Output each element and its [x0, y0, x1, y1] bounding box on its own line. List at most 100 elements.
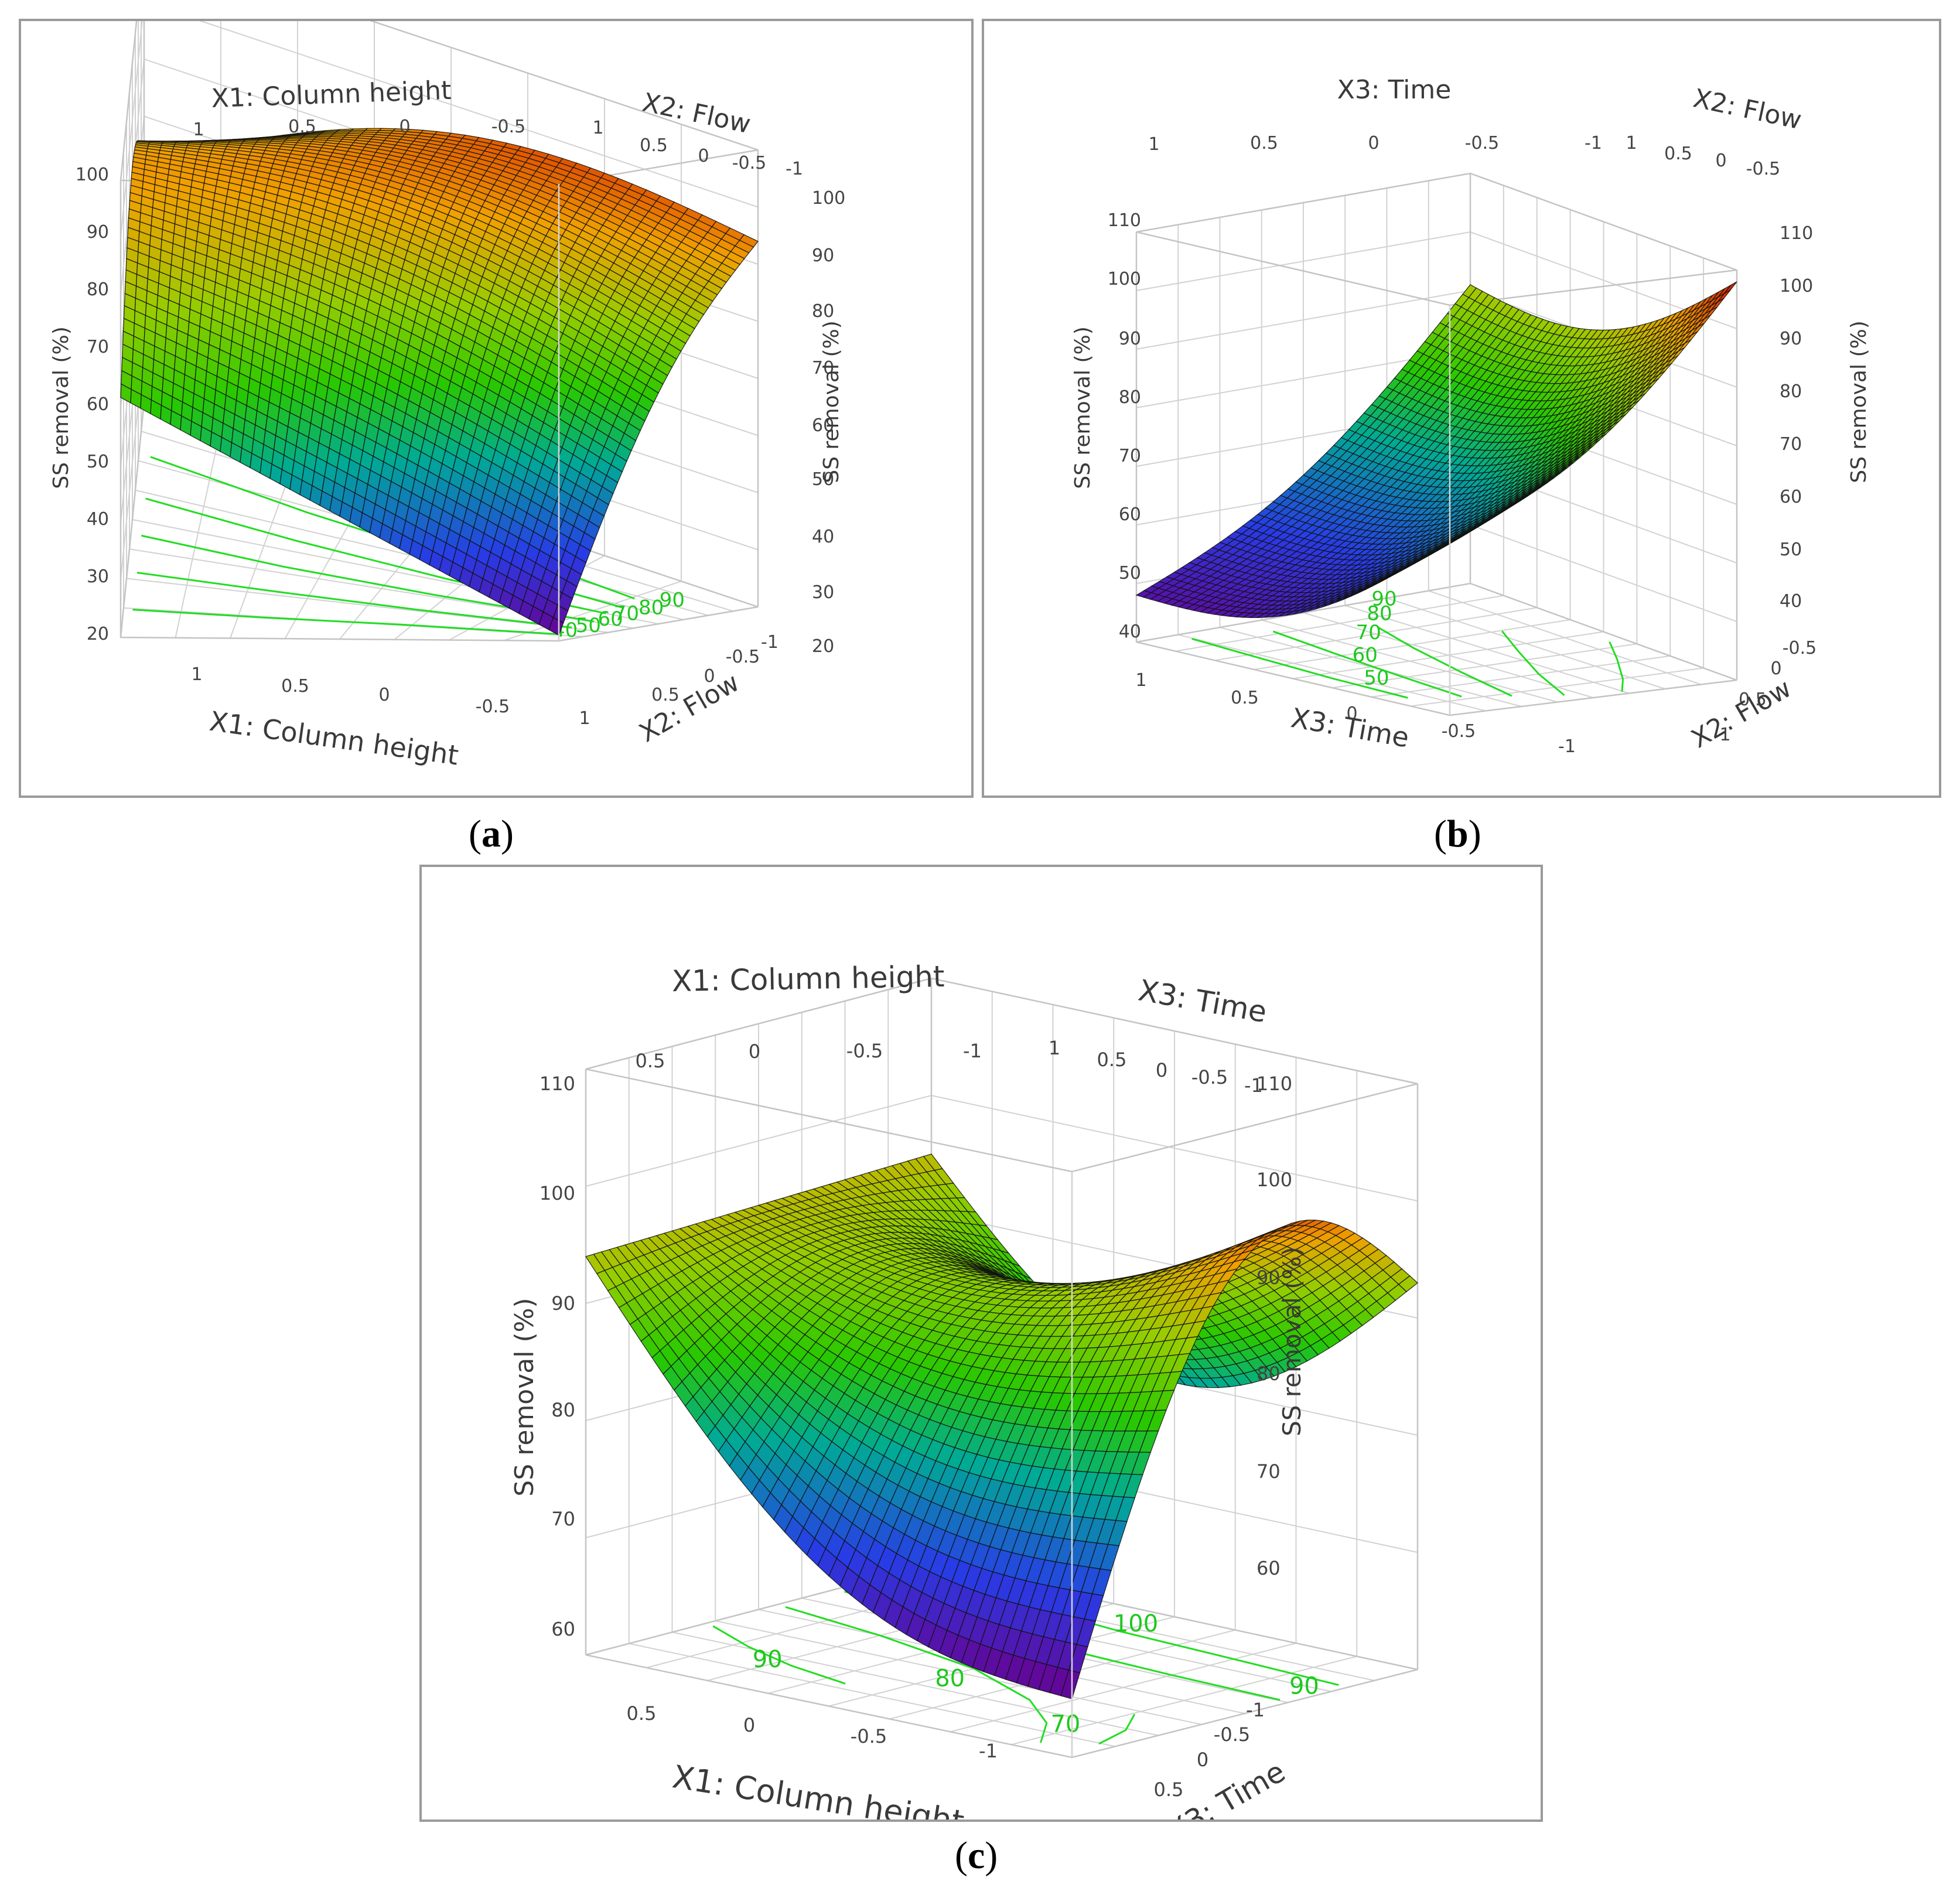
y-axis-title-bottom: X2: Flow [1686, 674, 1797, 755]
y-bottom-tick: 0 [1770, 658, 1781, 679]
z-left-tick: 40 [87, 509, 109, 530]
contour-label: 80 [638, 596, 664, 620]
contour-line [1609, 641, 1624, 692]
y-top-tick: 0 [1715, 151, 1726, 171]
axis-ticks: 1 0.5 0 -0.5 -1 10.5 0 -0.510.50-0.5-1-0.500.51… [1108, 133, 1817, 757]
caption-b: (b) [1434, 813, 1481, 855]
z-left-tick: 70 [1119, 446, 1141, 466]
y-top-tick: 1 [1626, 133, 1637, 153]
y-bottom-tick: -0.5 [726, 647, 760, 667]
contour-line [132, 609, 559, 636]
y-bottom-tick: 1 [1719, 725, 1730, 745]
y-bottom-tick: 1 [579, 708, 590, 729]
contour-label: 90 [1289, 1672, 1319, 1699]
x-axis-title-bottom: X1: Column height [207, 705, 460, 772]
z-right-tick: 60 [812, 415, 834, 436]
contour-line [712, 1625, 846, 1685]
contour-label: 100 [1114, 1610, 1158, 1637]
y-bottom-tick: -0.5 [1783, 638, 1817, 658]
x-bottom-tick: 1 [191, 664, 202, 685]
z-right-tick: 90 [812, 245, 834, 266]
y-axis-title-bottom: X2: Flow [634, 668, 745, 749]
z-right-tick: 20 [812, 636, 834, 657]
caption-b-letter: b [1446, 813, 1469, 855]
z-right-tick: 110 [1780, 223, 1813, 244]
y-bottom-tick: 0.5 [1739, 689, 1767, 710]
x-top-tick: -1 [1585, 133, 1602, 153]
z-right-tick: 50 [1780, 540, 1802, 560]
z-axis-title-right: SS removal (%) [819, 320, 844, 483]
z-left-tick: 40 [1119, 622, 1141, 642]
z-left-tick: 80 [87, 279, 109, 300]
response-surface [1135, 281, 1737, 618]
z-left-tick: 60 [87, 394, 109, 415]
x-top-tick: 1 [193, 120, 204, 140]
contour-label: 70 [1050, 1711, 1080, 1737]
caption-a-letter: a [481, 813, 501, 855]
z-right-tick: 40 [812, 527, 834, 547]
z-right-tick: 100 [812, 188, 845, 209]
x-bottom-tick: -0.5 [1442, 721, 1476, 742]
contour-line [136, 572, 572, 629]
x-top-tick: 1 [1148, 134, 1159, 155]
floor-contours: 100 90 90 80 70 [712, 1572, 1339, 1745]
x-axis-title-top: X3: Time [1337, 75, 1452, 105]
chart-panel-b: 50 60 70 80 90 1 0.5 0 -0.5 -1 1 0.5 0 -0.5 1 0.5 0 -0.5-… [982, 19, 1941, 798]
contour-line [1501, 630, 1565, 697]
z-right-tick: 70 [812, 358, 834, 378]
chart-panel-a: 90 80 70 60 50 40 1 0.5 0 -0.5 1 0.5 0 -0.5 -1 1 0.5 0 -0.… [19, 19, 974, 798]
y-top-tick: 1 [592, 118, 603, 138]
z-left-tick: 100 [76, 165, 109, 185]
contour-label: 90 [753, 1646, 783, 1673]
y-top-tick: -0.5 [1746, 159, 1781, 179]
contour-line [1272, 630, 1462, 698]
response-surface [585, 1153, 1419, 1699]
y-top-tick: 0.5 [640, 135, 668, 156]
x-bottom-tick: -1 [1558, 736, 1576, 757]
z-axis-title-left: SS removal (%) [49, 326, 73, 489]
chart-panel-c: 100 90 90 80 70 0.5 0 -0.5 -1 1 0.5 0 -0.5 -1 0.5 0 -0.5… [419, 865, 1543, 1822]
x-top-tick: 0.5 [1250, 133, 1278, 153]
z-axis-title-right: SS removal (%) [1847, 320, 1871, 483]
x-top-tick: -0.5 [1465, 133, 1500, 153]
z-left-tick: 50 [1119, 563, 1141, 583]
x-top-tick: -0.5 [491, 117, 526, 137]
contour-label: 50 [1364, 666, 1389, 689]
y-axis-title-top: X2: Flow [1691, 83, 1804, 135]
x-bottom-tick: 0.5 [1231, 688, 1259, 708]
z-left-tick: 60 [1119, 504, 1141, 525]
z-left-tick: 70 [87, 337, 109, 357]
contour-label: 80 [935, 1665, 965, 1692]
x-bottom-tick: 0.5 [281, 676, 309, 697]
contour-line [1377, 626, 1512, 697]
z-left-tick: 20 [87, 624, 109, 644]
x-axis-title-top: X1: Column height [211, 76, 452, 114]
contour-label: 60 [1353, 643, 1378, 667]
z-left-tick: 30 [87, 566, 109, 587]
z-right-tick: 70 [1780, 434, 1802, 455]
z-left-tick: 90 [87, 222, 109, 243]
z-left-tick: 80 [1119, 387, 1141, 408]
contour-line [785, 1606, 1048, 1743]
y-axis-title-top: X2: Flow [640, 87, 753, 139]
contour-line [1098, 1713, 1136, 1745]
z-right-tick: 50 [812, 469, 834, 490]
z-right-tick: 60 [1780, 487, 1802, 507]
x-bottom-tick: 0 [1346, 704, 1357, 724]
y-top-tick: 0.5 [1664, 144, 1692, 164]
contour-label: 80 [1367, 602, 1392, 625]
caption-a: (a) [469, 813, 514, 855]
z-left-tick: 110 [1108, 210, 1141, 231]
y-top-tick: -0.5 [732, 153, 767, 173]
contour-label: 50 [576, 614, 601, 637]
z-axis-title-left: SS removal (%) [1071, 326, 1095, 489]
contour-label: 70 [614, 602, 639, 625]
x-top-tick: 0 [1368, 133, 1379, 153]
z-right-tick: 100 [1780, 276, 1813, 296]
z-right-tick: 90 [1780, 329, 1802, 349]
x-bottom-tick: 0 [378, 685, 390, 705]
